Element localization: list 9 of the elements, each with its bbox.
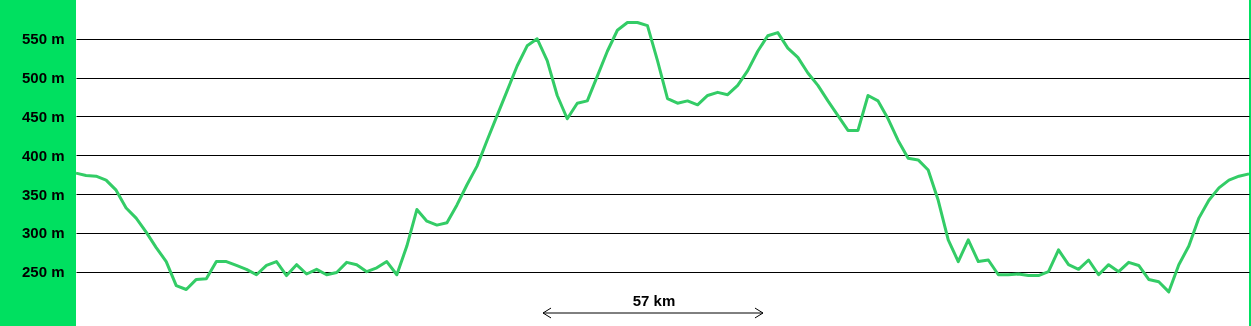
annotation: 57 km xyxy=(632,292,676,309)
y-tick-label: 500 m xyxy=(21,69,65,87)
y-tick-label: 400 m xyxy=(21,146,65,164)
y-tick-label: 300 m xyxy=(21,224,65,242)
line-series xyxy=(74,21,1251,294)
y-tick-label: 450 m xyxy=(21,107,65,125)
y-tick-label: 350 m xyxy=(21,185,65,203)
y-tick-label: 250 m xyxy=(21,263,65,281)
y-tick-label: 550 m xyxy=(21,30,65,48)
